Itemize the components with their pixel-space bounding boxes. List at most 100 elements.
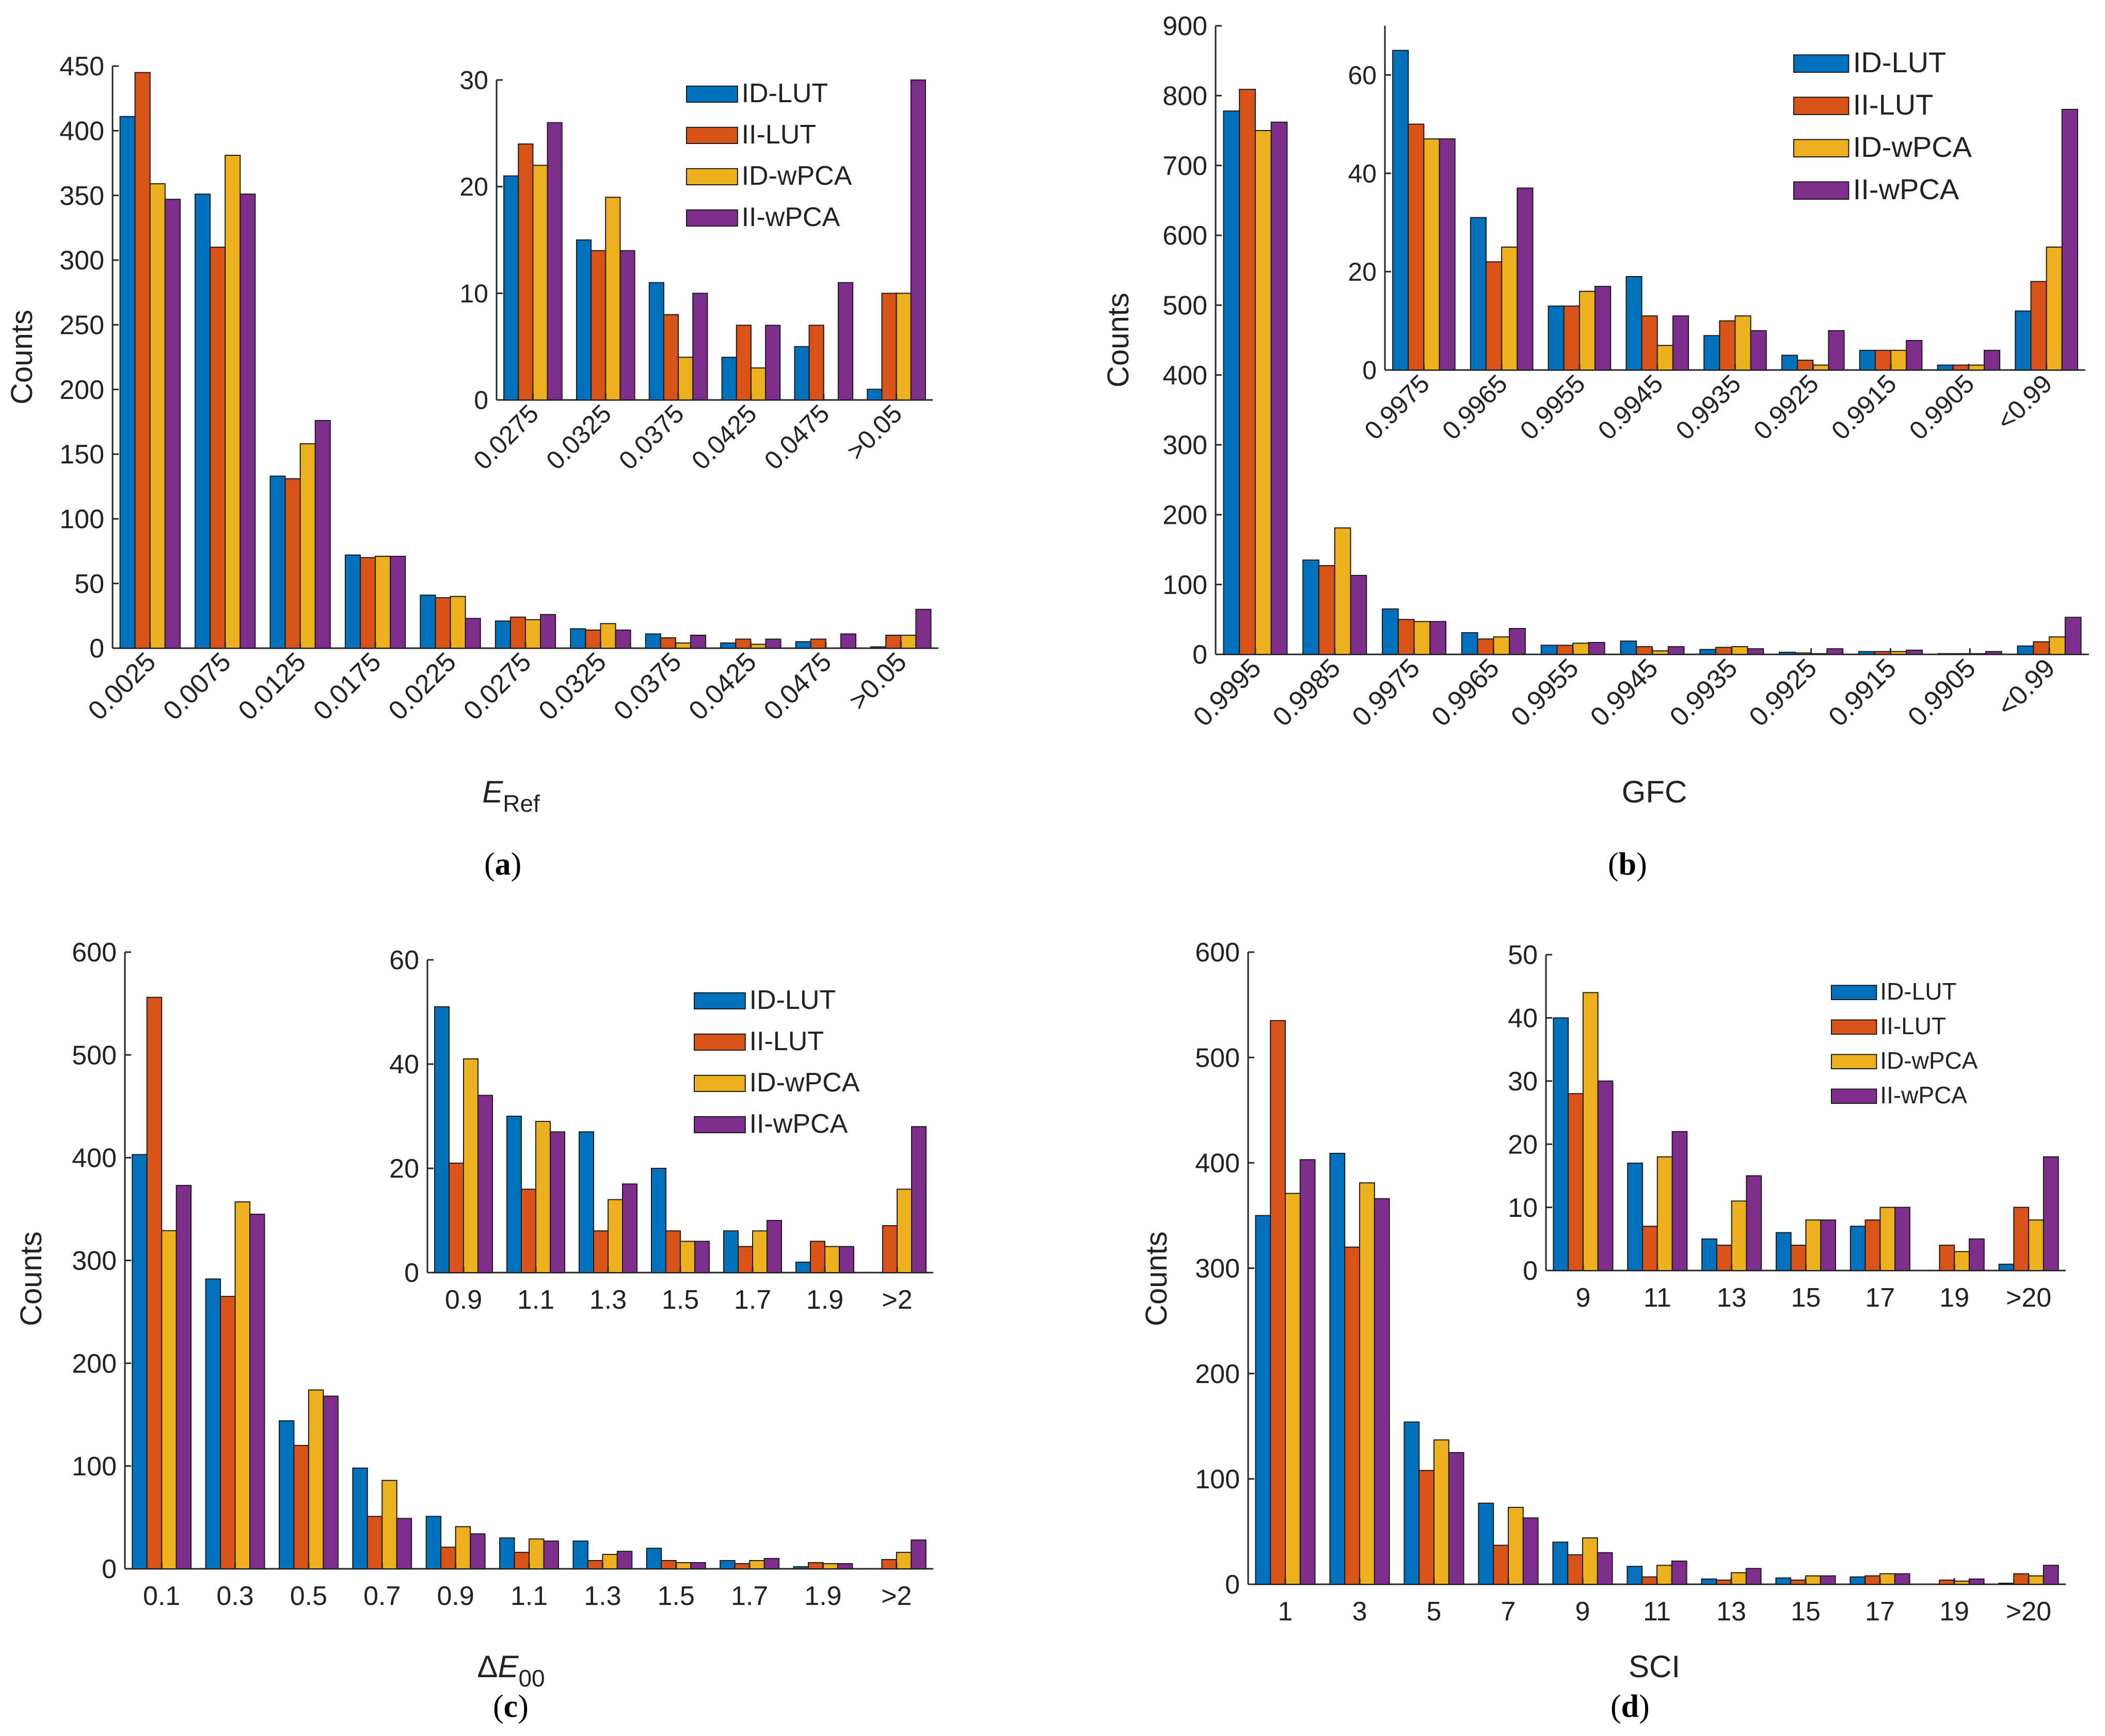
- x-tick-label: 1.5: [662, 1285, 699, 1315]
- bar-ii-wpca-10: [911, 1539, 927, 1570]
- bar-ii-wpca-0: [176, 1185, 192, 1570]
- x-tick-label: 0.9: [445, 1285, 482, 1315]
- bar-id-lut-5: [495, 620, 511, 649]
- x-tick-label: >0.05: [843, 647, 913, 716]
- bar-ii-wpca-5: [1671, 1561, 1687, 1585]
- y-tick-label: 100: [59, 505, 104, 535]
- bar-id-wpca-4: [1582, 1537, 1598, 1585]
- bar-id-wpca-0: [1254, 130, 1272, 655]
- x-tick-label: 0.0425: [686, 399, 762, 475]
- bar-id-lut-7: [645, 633, 661, 649]
- x-tick-label: 0.0225: [383, 647, 462, 726]
- x-tick-label: 13: [1717, 1283, 1747, 1313]
- bar-ii-wpca-5: [543, 1540, 559, 1570]
- x-tick-label: 0.9965: [1437, 369, 1513, 445]
- y-tick-label: 20: [1508, 1130, 1538, 1160]
- legend-entry: II-LUT: [742, 120, 816, 150]
- y-tick-label: 800: [1162, 82, 1207, 111]
- bar-ii-wpca-0: [1597, 1080, 1614, 1272]
- y-tick-label: 0: [1523, 1256, 1538, 1286]
- bar-id-wpca-10: [900, 634, 917, 649]
- y-tick-label: 40: [389, 1050, 419, 1080]
- bar-ii-lut-3: [736, 325, 752, 400]
- bar-ii-lut-5: [514, 1552, 530, 1569]
- bar-id-lut-6: [1998, 1263, 2015, 1272]
- x-tick-label: <0.99: [1991, 369, 2058, 436]
- x-tick-label: 1: [1278, 1597, 1293, 1627]
- bar-ii-wpca-0: [1270, 121, 1288, 655]
- bar-ii-wpca-5: [1968, 1238, 1985, 1272]
- x-tick-label: 0.0475: [759, 399, 835, 475]
- inset-background: [427, 960, 933, 1273]
- bar-id-lut-4: [1849, 1226, 1866, 1272]
- y-tick-label: 200: [1195, 1359, 1240, 1389]
- bar-ii-lut-7: [1790, 1579, 1806, 1585]
- legend-entry: ID-wPCA: [1853, 131, 1972, 163]
- legend-entry: ID-LUT: [742, 78, 828, 108]
- bar-id-lut-1: [1627, 1162, 1644, 1271]
- bar-ii-lut-10: [881, 1559, 897, 1569]
- bar-id-lut-2: [1548, 306, 1565, 371]
- bar-ii-wpca-1: [1671, 1131, 1688, 1271]
- bar-id-lut-3: [721, 357, 737, 400]
- bar-ii-wpca-4: [1750, 330, 1767, 371]
- bar-ii-wpca-2: [1429, 621, 1447, 655]
- x-tick-label: 0.9965: [1426, 653, 1505, 732]
- bar-id-wpca-0: [532, 165, 548, 400]
- legend-entry: II-wPCA: [749, 1109, 848, 1139]
- bar-ii-wpca-6: [911, 1126, 927, 1273]
- y-tick-label: 600: [1162, 221, 1207, 251]
- bar-id-lut-6: [1859, 349, 1876, 371]
- bar-ii-lut-10: [2013, 1573, 2029, 1585]
- y-tick-label: 600: [72, 938, 117, 968]
- bar-id-wpca-3: [1656, 345, 1673, 371]
- y-tick-label: 20: [389, 1154, 419, 1184]
- bar-id-lut-4: [425, 1516, 442, 1570]
- bar-id-wpca-2: [1413, 621, 1431, 655]
- legend-entry: II-wPCA: [1853, 173, 1959, 205]
- bar-ii-wpca-8: [1894, 1573, 1910, 1585]
- y-tick-label: 60: [389, 945, 419, 975]
- x-tick-label: 0.0375: [613, 399, 690, 475]
- x-tick-label: 0.9955: [1505, 653, 1584, 732]
- y-axis-label: Counts: [1140, 1231, 1173, 1326]
- bar-id-wpca-1: [605, 197, 621, 400]
- bar-id-wpca-4: [752, 1230, 768, 1273]
- bar-id-wpca-2: [299, 443, 316, 649]
- legend-swatch: [1793, 181, 1849, 200]
- legend-entry: II-LUT: [1853, 88, 1934, 121]
- bar-id-lut-2: [1382, 608, 1399, 655]
- bar-ii-wpca-1: [1517, 187, 1534, 371]
- x-tick-label: 0.9905: [1904, 369, 1980, 445]
- bar-ii-lut-0: [1568, 1093, 1584, 1272]
- bar-id-lut-5: [1781, 355, 1798, 371]
- bar-ii-lut-1: [1486, 261, 1503, 371]
- x-tick-label: 5: [1427, 1597, 1442, 1627]
- bar-id-wpca-3: [1493, 636, 1510, 655]
- legend-swatch: [1831, 1088, 1877, 1104]
- inset-chart-d: 0 10 20 30 40 50 9 11 13 15 17 19 >20: [1508, 940, 2066, 1313]
- x-tick-label: 0.9925: [1748, 369, 1824, 445]
- legend-entry: ID-wPCA: [749, 1068, 860, 1098]
- bar-ii-wpca-2: [1448, 1452, 1464, 1585]
- bar-ii-wpca-7: [1983, 349, 2001, 371]
- x-axis-label: ΔE00: [477, 1649, 545, 1692]
- bar-ii-lut-9: [1939, 1579, 1955, 1585]
- x-tick-label: 0.0375: [608, 647, 687, 726]
- bar-ii-lut-5: [810, 1241, 825, 1273]
- y-tick-label: 300: [1162, 430, 1207, 460]
- bar-id-lut-0: [1553, 1017, 1569, 1272]
- bar-ii-wpca-1: [550, 1131, 565, 1274]
- bar-id-wpca-4: [1879, 1207, 1896, 1272]
- y-tick-label: 50: [74, 569, 104, 599]
- bar-id-lut-0: [434, 1006, 450, 1273]
- bar-id-lut-5: [867, 389, 883, 400]
- bar-id-lut-6: [570, 628, 586, 649]
- y-tick-label: 450: [59, 52, 104, 82]
- caption-b: (b): [1608, 847, 1647, 882]
- bar-ii-lut-1: [1642, 1226, 1658, 1272]
- x-tick-label: <0.99: [1992, 653, 2061, 722]
- bar-ii-wpca-5: [1667, 646, 1685, 655]
- x-tick-label: 0.9955: [1514, 369, 1591, 445]
- x-tick-label: 9: [1575, 1283, 1590, 1313]
